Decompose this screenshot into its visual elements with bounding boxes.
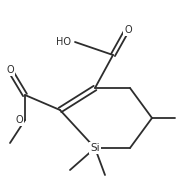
Text: O: O	[15, 115, 23, 125]
Text: O: O	[124, 25, 132, 35]
Text: HO: HO	[56, 37, 71, 47]
Text: Si: Si	[90, 143, 100, 153]
Text: O: O	[6, 65, 14, 75]
